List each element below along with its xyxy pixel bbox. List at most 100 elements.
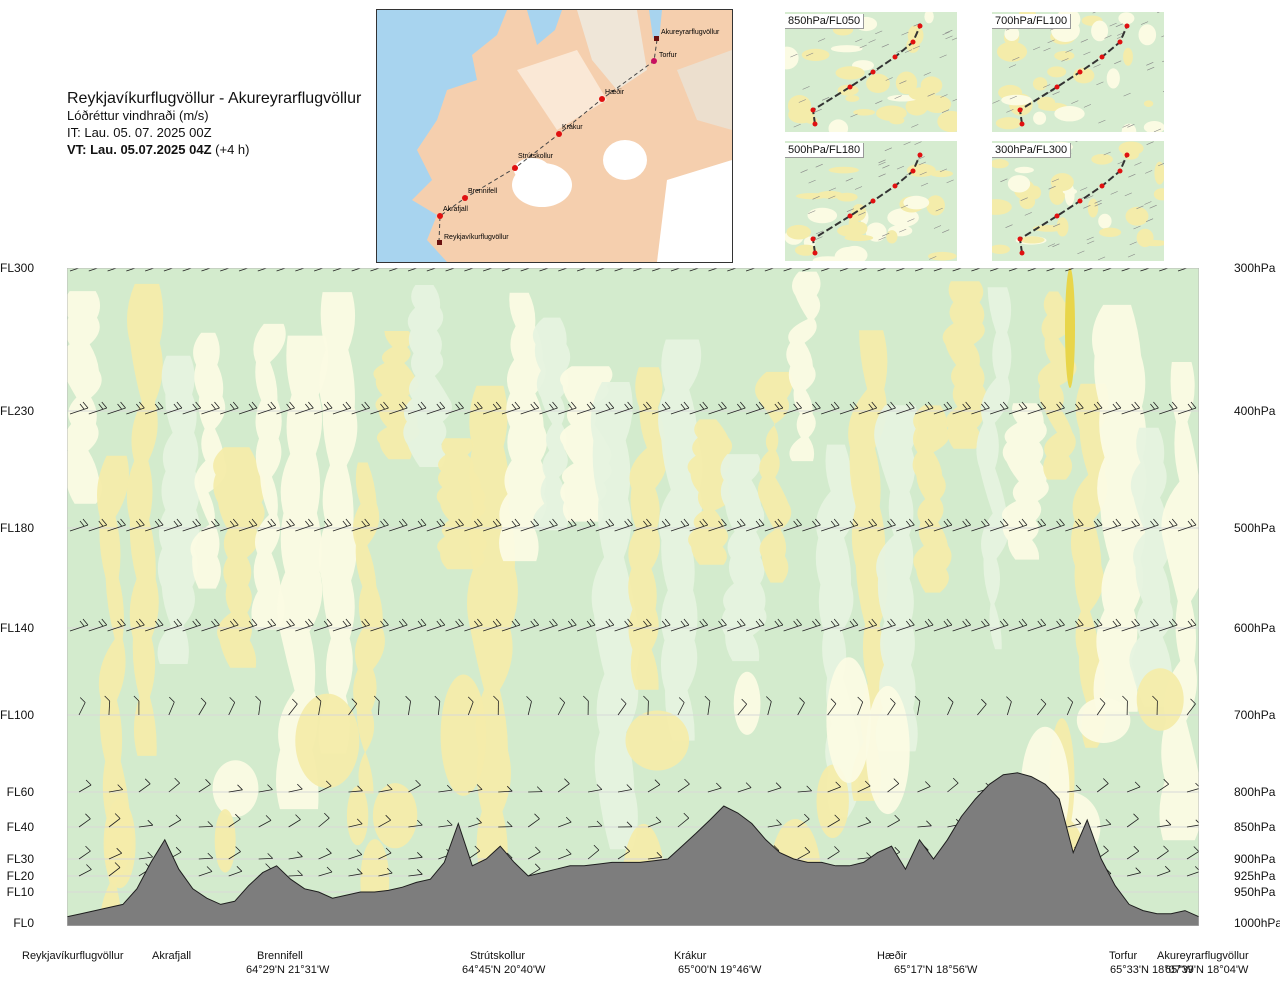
- mini-map-300-label: 300hPa/FL300: [992, 143, 1072, 158]
- velocity-band: [786, 271, 821, 462]
- wind-barb: [914, 268, 926, 272]
- mini-wind-barb: [1052, 243, 1060, 248]
- velocity-band: [658, 339, 703, 741]
- velocity-cell: [372, 783, 418, 849]
- mini-wind-barb: [875, 30, 883, 35]
- wind-barb: [647, 816, 662, 828]
- mini-wind-barb: [1080, 187, 1088, 191]
- wind-barb: [737, 782, 752, 793]
- mini-field-cell: [834, 246, 863, 261]
- waypoint-coord: 65°17'N 18°56'W: [894, 964, 978, 976]
- wind-barb: [821, 401, 840, 415]
- hpa-label-950hpa: 950hPa: [1234, 885, 1276, 899]
- mini-wind-barb: [1094, 200, 1102, 204]
- wind-barb: [1083, 268, 1095, 272]
- wind-barb: [228, 697, 236, 716]
- mini-waypoint-dot: [812, 250, 818, 256]
- wind-barb: [588, 820, 603, 828]
- mini-waypoint-dot: [810, 236, 816, 242]
- velocity-cell: [1136, 668, 1184, 731]
- velocity-band: [157, 355, 200, 664]
- mini-field-cell: [1138, 24, 1157, 46]
- wind-barb: [1046, 401, 1065, 415]
- wind-barb: [727, 618, 746, 632]
- wind-barb: [802, 401, 821, 415]
- wind-barb: [483, 268, 494, 272]
- wind-barb: [670, 618, 690, 632]
- wind-barb: [990, 401, 1009, 415]
- strong-updraft: [1065, 268, 1075, 388]
- route-map: Akureyrarflugvöllur Torfur Hæðir Krákur …: [376, 9, 733, 263]
- wind-barb: [501, 268, 513, 272]
- velocity-cell: [816, 764, 849, 838]
- mini-wind-barb: [941, 109, 950, 113]
- wind-barb: [947, 777, 959, 793]
- mini-map-500: 500hPa/FL180: [785, 141, 957, 261]
- mini-field-cell: [812, 256, 844, 261]
- mini-wind-barb: [939, 168, 948, 173]
- mini-wind-barb: [1071, 100, 1079, 104]
- wind-barb: [182, 618, 201, 632]
- wind-barb: [1156, 778, 1169, 793]
- mini-wind-barb: [1083, 205, 1091, 209]
- velocity-band: [590, 382, 641, 850]
- mini-wind-barb: [1136, 205, 1144, 210]
- mini-field-cell: [1027, 185, 1042, 200]
- mini-wind-barb: [1047, 243, 1056, 247]
- mini-wind-barb: [1161, 35, 1164, 38]
- mini-field-cell: [853, 109, 875, 116]
- mini-field-cell: [1032, 77, 1048, 91]
- wind-barb: [990, 618, 1009, 632]
- mini-waypoint-dot: [1099, 183, 1105, 189]
- wind-barb: [1140, 618, 1159, 632]
- mini-waypoint-dot: [910, 168, 916, 174]
- wind-barb: [426, 518, 446, 532]
- wind-barb: [133, 695, 140, 716]
- wind-barb: [351, 618, 371, 632]
- mini-wind-barb: [1146, 62, 1154, 66]
- wind-barb: [1121, 401, 1140, 415]
- wind-barb: [745, 401, 765, 415]
- wind-barb: [1140, 518, 1159, 532]
- wind-barb: [857, 817, 872, 828]
- mini-field-cell: [1033, 111, 1047, 125]
- wind-barb: [464, 401, 483, 415]
- wind-barb: [1027, 518, 1047, 532]
- wind-barb: [618, 821, 633, 828]
- mini-wind-barb: [903, 141, 911, 146]
- mini-wind-barb: [1052, 223, 1061, 228]
- fl-label-fl60: FL60: [6, 785, 34, 799]
- wind-barb: [258, 815, 272, 828]
- mini-wind-barb: [946, 179, 954, 184]
- wind-barb: [1126, 781, 1141, 793]
- wind-barb: [1177, 618, 1197, 632]
- mini-waypoint-dot: [1124, 23, 1130, 29]
- mini-wind-barb: [933, 225, 942, 229]
- mini-field-cell: [908, 87, 936, 101]
- wind-barb: [438, 784, 453, 793]
- wind-barb: [1008, 518, 1028, 532]
- wind-barb: [126, 518, 145, 532]
- mini-wind-barb: [1005, 224, 1013, 228]
- wind-barb: [408, 819, 423, 828]
- wind-barb: [220, 518, 239, 532]
- wind-barb: [1156, 845, 1169, 860]
- wind-barb: [821, 618, 840, 632]
- cross-section-chart: [67, 268, 1199, 926]
- wind-barb: [1008, 268, 1020, 272]
- wind-barb: [468, 817, 482, 828]
- mini-wind-barb: [907, 218, 915, 222]
- velocity-cell: [440, 674, 487, 796]
- wind-barb: [1127, 867, 1141, 877]
- mini-field-cell: [903, 195, 930, 210]
- wind-barb: [69, 268, 81, 272]
- mini-wind-barb: [828, 187, 837, 192]
- wind-barb: [1067, 818, 1082, 828]
- mini-wind-barb: [1000, 178, 1008, 183]
- wind-barb: [527, 863, 541, 877]
- wind-barb: [914, 401, 934, 415]
- mini-wind-barb: [1145, 170, 1153, 174]
- valid-time-offset: (+4 h): [215, 142, 250, 157]
- wind-barb: [783, 618, 802, 632]
- wind-barb: [1027, 401, 1047, 415]
